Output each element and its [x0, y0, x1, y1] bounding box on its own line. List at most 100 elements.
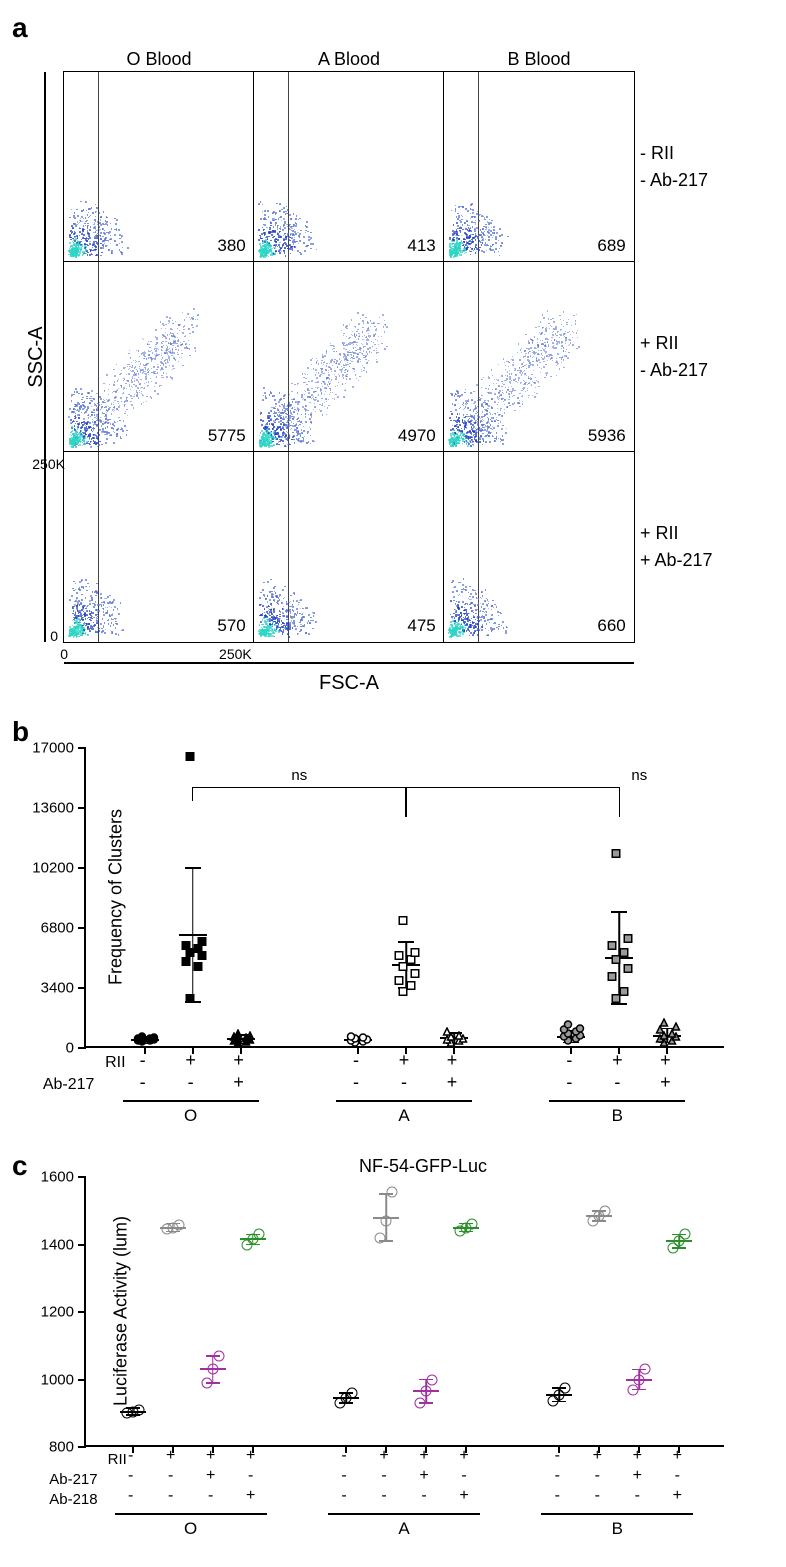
panel-a-grid: O Blood A Blood B Blood SSC-A 380 413 68…: [12, 44, 774, 692]
b-point: [197, 933, 206, 951]
c-ytick: 1400: [41, 1236, 74, 1253]
b-group: B: [612, 1106, 623, 1126]
c-point: [600, 1205, 611, 1216]
fsc-a-label: FSC-A: [64, 672, 634, 695]
b-point: [411, 944, 420, 962]
panel-c-title: NF-54-GFP-Luc: [72, 1156, 774, 1177]
b-point: [359, 1029, 368, 1047]
row2-rii: + RII: [640, 330, 764, 357]
b-group: A: [398, 1106, 409, 1126]
c-group: A: [398, 1519, 409, 1539]
b-point: [395, 947, 404, 965]
b-point: [149, 1029, 158, 1047]
c-point: [347, 1388, 358, 1399]
b-row-header: RII: [105, 1054, 125, 1072]
gate-count: 5936: [588, 426, 626, 446]
b-ytick: 3400: [41, 980, 74, 997]
b-point: [672, 1018, 681, 1036]
c-point: [640, 1364, 651, 1375]
c-y-label: Luciferase Activity (lum): [111, 1216, 132, 1406]
b-ytick: 6800: [41, 920, 74, 937]
c-point: [213, 1350, 224, 1361]
c-point: [201, 1377, 212, 1388]
c-point: [207, 1364, 218, 1375]
b-point: [443, 1023, 452, 1041]
row2-label: + RII - Ab-217: [634, 330, 764, 384]
c-ytick: 1600: [41, 1169, 74, 1186]
row2-ab: - Ab-217: [640, 357, 764, 384]
c-point: [427, 1374, 438, 1385]
scatter-b-row2: 5936: [443, 261, 635, 453]
scatter-o-row1: 380: [63, 71, 255, 263]
scatter-o-row3: 570250K00250K: [63, 451, 255, 643]
gate-count: 475: [407, 616, 435, 636]
c-point: [634, 1374, 645, 1385]
panel-c-chart: Luciferase Activity (lum) 80010001200140…: [84, 1177, 724, 1447]
scatter-b-row3: 660: [443, 451, 635, 643]
col-header-a: A Blood: [254, 49, 444, 72]
b-ytick: 0: [66, 1040, 74, 1057]
scatter-b-row1: 689: [443, 71, 635, 263]
gate-count: 413: [407, 236, 435, 256]
gate-count: 5775: [208, 426, 246, 446]
panel-c-axis-labels: RII-+++-+++-+++Ab-217--+---+---+-Ab-218-…: [84, 1447, 724, 1555]
panel-b: b Frequency of Clusters 0340068001020013…: [12, 716, 774, 1134]
c-point: [421, 1386, 432, 1397]
b-point: [660, 1014, 669, 1032]
b-point: [245, 1027, 254, 1045]
c-row-header: Ab-217: [49, 1471, 97, 1488]
panel-a: a O Blood A Blood B Blood SSC-A 380 413 …: [12, 12, 774, 692]
row1-ab: - Ab-217: [640, 167, 764, 194]
panel-c-label: c: [12, 1150, 28, 1182]
scatter-a-row3: 475: [253, 451, 445, 643]
c-group: O: [184, 1519, 197, 1539]
c-point: [253, 1229, 264, 1240]
figure: a O Blood A Blood B Blood SSC-A 380 413 …: [12, 12, 774, 1555]
gate-line: [98, 262, 99, 452]
c-ytick: 800: [49, 1439, 74, 1456]
c-point: [560, 1382, 571, 1393]
c-point: [628, 1384, 639, 1395]
row3-ab: + Ab-217: [640, 547, 764, 574]
gate-count: 380: [217, 236, 245, 256]
gate-count: 4970: [398, 426, 436, 446]
c-ytick: 1200: [41, 1304, 74, 1321]
b-ytick: 13600: [32, 800, 74, 817]
panel-b-label: b: [12, 716, 774, 748]
b-point: [576, 1020, 585, 1038]
c-point: [680, 1229, 691, 1240]
panel-a-label: a: [12, 12, 774, 44]
b-point: [185, 748, 194, 766]
panel-c: c NF-54-GFP-Luc Luciferase Activity (lum…: [12, 1156, 774, 1555]
b-point: [564, 1016, 573, 1034]
b-point: [347, 1028, 356, 1046]
scatter-a-row2: 4970: [253, 261, 445, 453]
b-point: [624, 960, 633, 978]
c-point: [415, 1398, 426, 1409]
b-point: [612, 845, 621, 863]
b-row-header: Ab-217: [43, 1076, 95, 1094]
b-point: [608, 968, 617, 986]
c-point: [375, 1232, 386, 1243]
scatter-a-row1: 413: [253, 71, 445, 263]
gate-count: 689: [597, 236, 625, 256]
b-point: [137, 1028, 146, 1046]
panel-a-y-side: SSC-A: [12, 72, 64, 642]
gate-count: 570: [217, 616, 245, 636]
gate-count: 660: [597, 616, 625, 636]
c-point: [173, 1219, 184, 1230]
c-point: [467, 1218, 478, 1229]
b-point: [181, 937, 190, 955]
b-point: [620, 983, 629, 1001]
b-point: [399, 912, 408, 930]
scatter-o-row2: 5775: [63, 261, 255, 453]
b-ytick: 10200: [32, 860, 74, 877]
col-header-o: O Blood: [64, 49, 254, 72]
row3-label: + RII + Ab-217: [634, 520, 764, 574]
panel-b-chart: Frequency of Clusters 034006800102001360…: [84, 748, 724, 1048]
b-group: O: [184, 1106, 197, 1126]
b-point: [185, 990, 194, 1008]
b-point: [608, 937, 617, 955]
col-header-b: B Blood: [444, 49, 634, 72]
c-point: [381, 1215, 392, 1226]
